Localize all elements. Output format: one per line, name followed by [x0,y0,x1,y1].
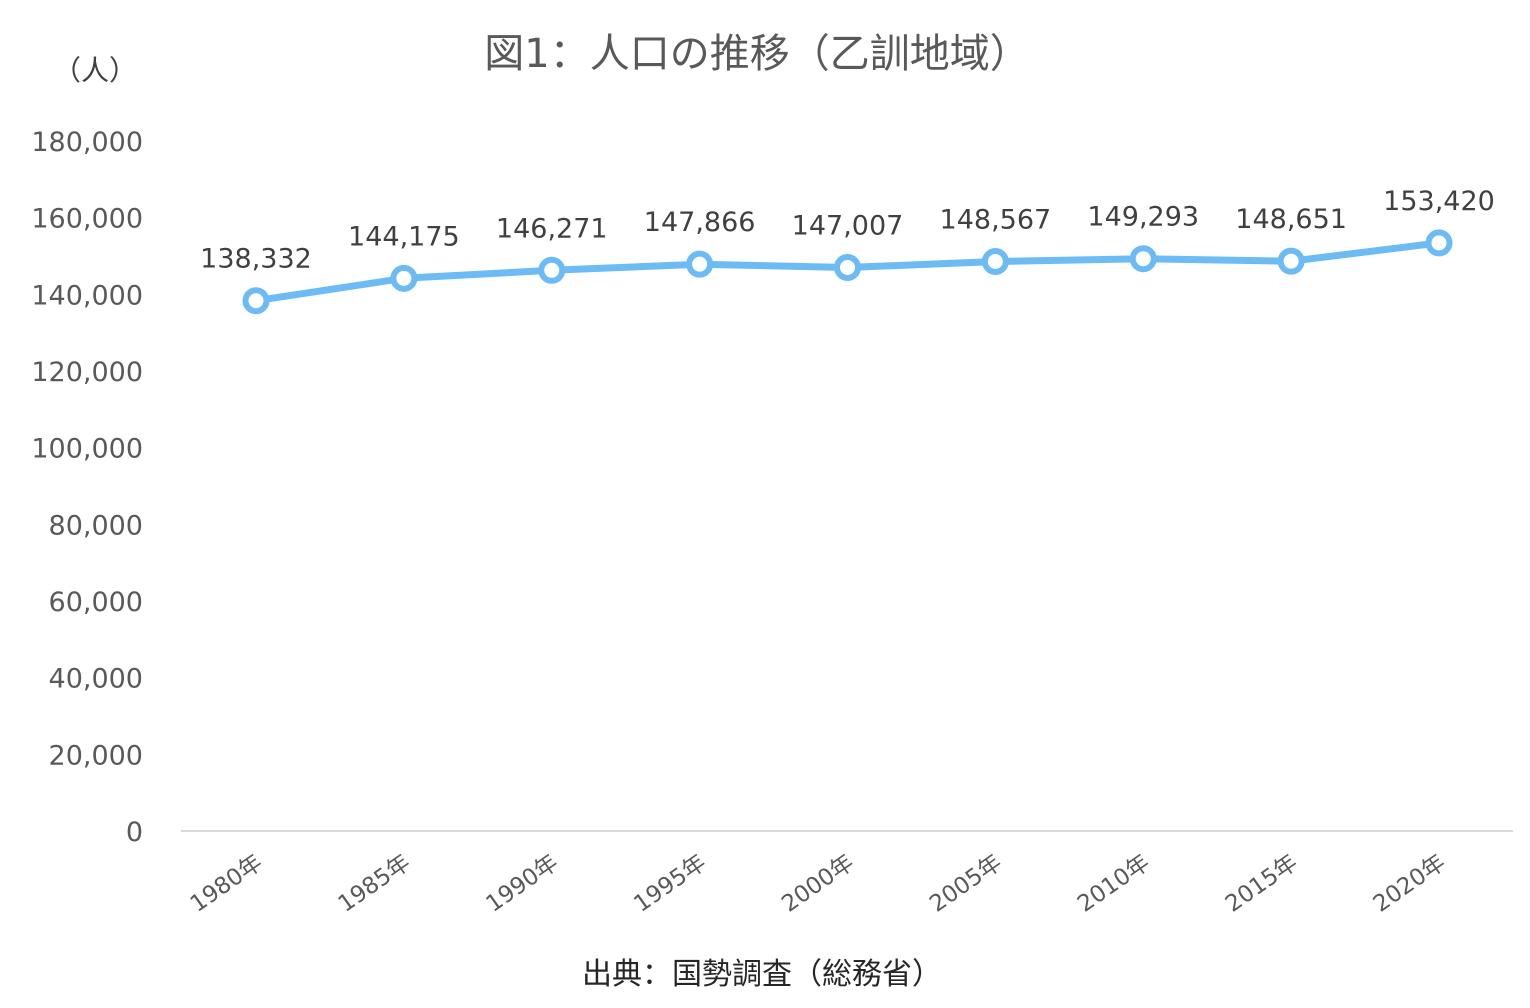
x-tick-label: 2015年 [1221,850,1303,918]
data-point-marker [538,256,566,284]
x-tick-label: 2000年 [777,850,859,918]
y-tick-label: 60,000 [49,587,143,618]
data-point-marker [390,264,418,292]
data-point-marker [686,250,714,278]
x-tick-label: 1985年 [334,850,416,918]
data-point-marker [1425,229,1453,257]
data-label: 147,007 [792,210,904,241]
source-note: 出典：国勢調査（総務省） [582,957,942,992]
x-tick-label: 1990年 [481,850,563,918]
data-label: 146,271 [496,213,608,244]
y-tick-label: 100,000 [31,434,143,465]
data-point-marker [1129,245,1157,273]
x-tick-label: 2020年 [1369,850,1451,918]
data-point-marker [242,287,270,315]
data-label: 144,175 [348,221,460,252]
y-unit-label: （人） [53,54,137,87]
data-label: 153,420 [1383,186,1495,217]
data-label: 148,651 [1235,204,1347,235]
y-axis-tick-labels: 0 20,000 40,000 60,000 80,000 100,000 120,000 1… [31,127,143,848]
y-tick-label: 20,000 [49,740,143,771]
data-point-marker [981,247,1009,275]
data-point-marker [1277,247,1305,275]
x-tick-label: 2005年 [925,850,1007,918]
data-label: 147,866 [644,207,756,238]
y-tick-label: 180,000 [31,127,143,158]
x-tick-label: 1980年 [186,850,268,918]
data-point-marker [834,253,861,281]
population-series [242,229,1453,315]
y-tick-label: 140,000 [31,280,143,311]
y-tick-label: 80,000 [49,510,143,541]
x-tick-label: 1995年 [629,850,711,918]
y-tick-label: 40,000 [49,664,143,695]
data-label: 148,567 [940,204,1052,235]
y-tick-label: 160,000 [31,204,143,235]
chart-title: 図1：人口の推移（乙訓地域） [484,31,1029,77]
y-tick-label: 0 [126,817,143,848]
x-tick-label: 2010年 [1073,850,1155,918]
data-label: 149,293 [1087,202,1199,233]
x-axis-tick-labels: 1980年 1985年 1990年 1995年 2000年 2005年 2010年 2015年… [186,850,1451,918]
y-tick-label: 120,000 [31,357,143,388]
data-labels: 138,332 144,175 146,271 147,866 147,007 148,5… [200,186,1495,275]
data-label: 138,332 [200,244,312,275]
